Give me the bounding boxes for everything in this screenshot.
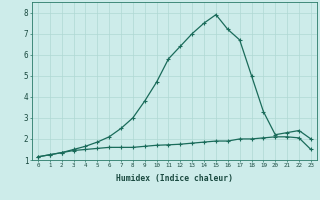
X-axis label: Humidex (Indice chaleur): Humidex (Indice chaleur) — [116, 174, 233, 183]
